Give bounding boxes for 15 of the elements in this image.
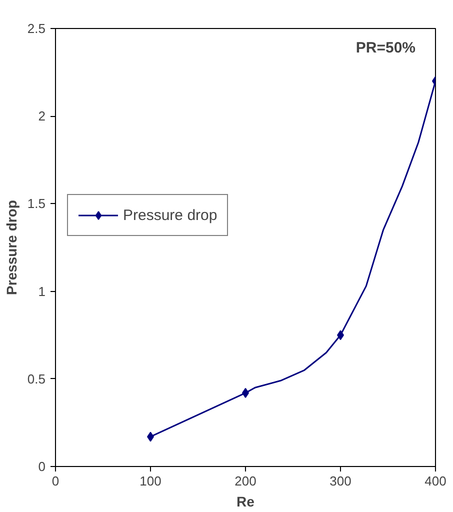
x-tick-label: 200 [234,474,256,488]
x-tick-label: 300 [330,474,352,488]
x-tick-label: 100 [140,474,162,488]
y-tick-label: 1 [38,284,46,299]
y-tick-label: 0 [38,459,46,474]
x-tick-label: 0 [52,474,60,488]
y-tick-label: 2.5 [27,21,46,36]
x-axis-title: Re [236,494,255,510]
annotation: PR=50% [356,40,416,56]
y-tick-label: 1.5 [27,196,46,212]
y-tick-label: 2 [38,108,46,124]
x-tick-label: 400 [424,474,446,488]
legend-label: Pressure drop [123,206,218,224]
y-tick-label: 0.5 [27,371,46,386]
y-axis-title: Pressure drop [3,200,20,295]
